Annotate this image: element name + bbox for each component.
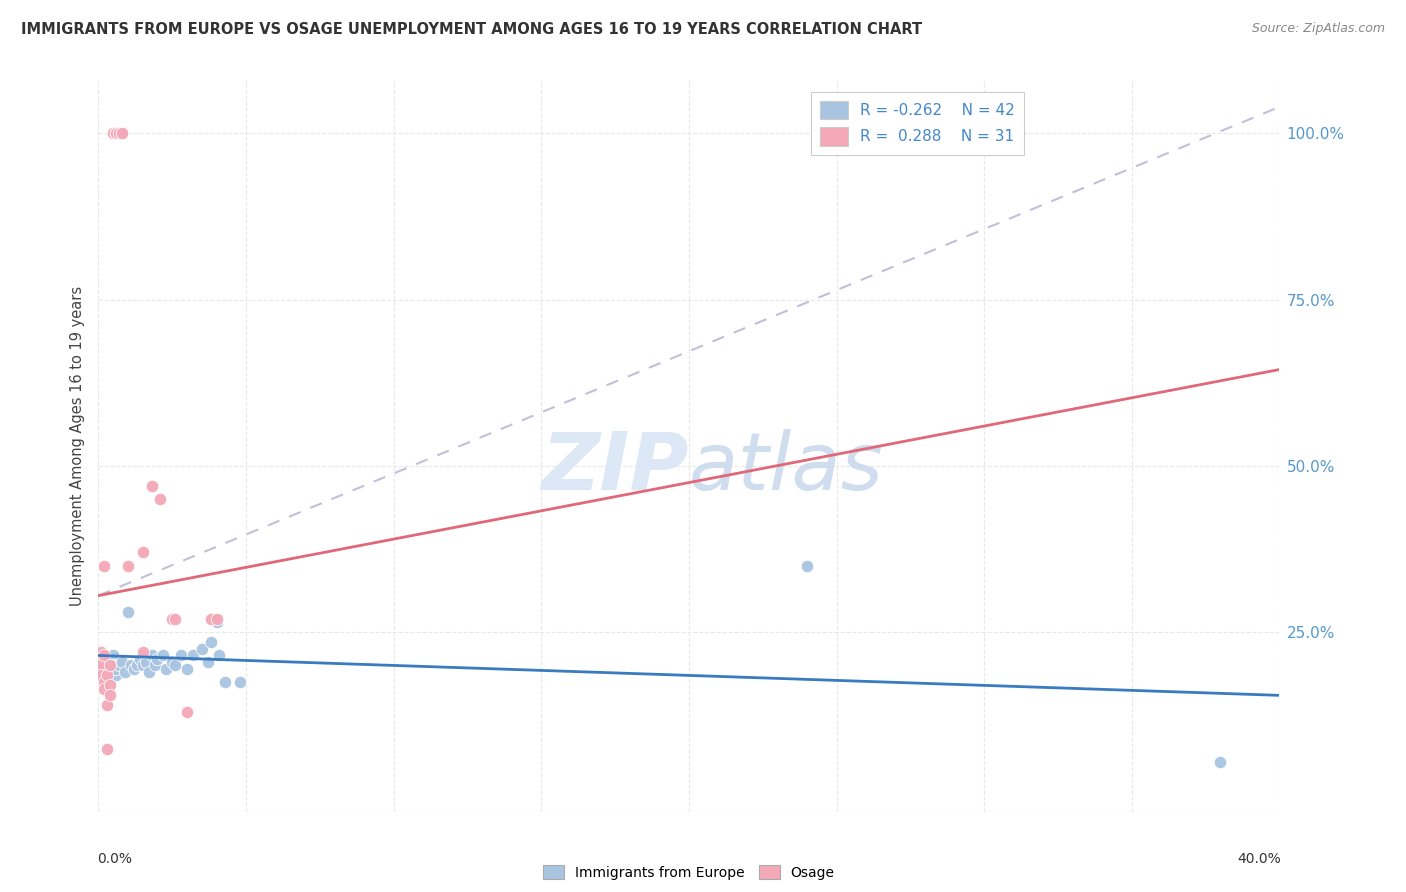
Point (114, 665, 136, 679)
Point (96, 698, 118, 713)
Point (181, 648, 204, 663)
Text: 40.0%: 40.0% (1237, 852, 1281, 866)
Point (200, 612, 222, 626)
Point (105, 668, 128, 682)
Point (105, 662, 128, 676)
Point (229, 675, 252, 690)
Point (120, 658, 142, 673)
Point (170, 648, 193, 663)
Point (117, 558, 139, 573)
Point (143, 658, 166, 673)
Point (87, 648, 110, 663)
Point (90, 668, 112, 682)
Point (138, 665, 160, 679)
Text: Source: ZipAtlas.com: Source: ZipAtlas.com (1251, 22, 1385, 36)
Point (96, 668, 118, 682)
Point (103, 648, 125, 663)
Point (205, 612, 228, 626)
Point (141, 648, 163, 663)
Point (141, 479, 163, 493)
Text: IMMIGRANTS FROM EUROPE VS OSAGE UNEMPLOYMENT AMONG AGES 16 TO 19 YEARS CORRELATI: IMMIGRANTS FROM EUROPE VS OSAGE UNEMPLOY… (21, 22, 922, 37)
Point (214, 675, 236, 690)
Point (103, 127, 125, 141)
Point (108, 127, 131, 141)
Point (152, 648, 174, 663)
Point (111, 127, 134, 141)
Point (205, 615, 228, 630)
Text: ZIP: ZIP (541, 429, 689, 507)
Point (125, 658, 148, 673)
Point (149, 492, 172, 507)
Point (98, 658, 121, 673)
Point (93, 648, 115, 663)
Point (93, 652, 115, 666)
Point (117, 605, 139, 619)
Point (90, 662, 112, 676)
Point (208, 648, 231, 663)
Point (111, 655, 134, 669)
Point (98, 658, 121, 673)
Point (98, 689, 121, 703)
Point (93, 558, 115, 573)
Point (132, 645, 155, 659)
Point (165, 658, 187, 673)
Y-axis label: Unemployment Among Ages 16 to 19 years: Unemployment Among Ages 16 to 19 years (69, 286, 84, 606)
Point (132, 658, 155, 673)
Point (108, 658, 131, 673)
Text: atlas: atlas (689, 429, 884, 507)
Point (122, 662, 145, 676)
Point (90, 645, 112, 659)
Point (105, 127, 128, 141)
Point (796, 558, 818, 573)
Point (165, 612, 187, 626)
Point (98, 678, 121, 692)
Point (103, 127, 125, 141)
Point (176, 662, 198, 676)
Point (96, 655, 118, 669)
Point (176, 705, 198, 719)
Text: 0.0%: 0.0% (97, 852, 132, 866)
Point (191, 641, 214, 656)
Point (162, 655, 183, 669)
Point (103, 658, 125, 673)
Point (146, 652, 169, 666)
Point (96, 662, 118, 676)
Point (96, 741, 118, 756)
Point (132, 545, 155, 559)
Point (90, 652, 112, 666)
Legend: R = -0.262    N = 42, R =  0.288    N = 31: R = -0.262 N = 42, R = 0.288 N = 31 (811, 92, 1024, 155)
Point (200, 635, 222, 649)
Point (111, 127, 134, 141)
Point (155, 662, 177, 676)
Point (128, 652, 150, 666)
Point (93, 658, 115, 673)
Point (1209, 755, 1232, 769)
Point (90, 658, 112, 673)
Point (162, 612, 183, 626)
Point (105, 127, 128, 141)
Point (87, 648, 110, 663)
Point (93, 675, 115, 690)
Point (197, 655, 219, 669)
Point (93, 681, 115, 696)
Point (135, 655, 157, 669)
